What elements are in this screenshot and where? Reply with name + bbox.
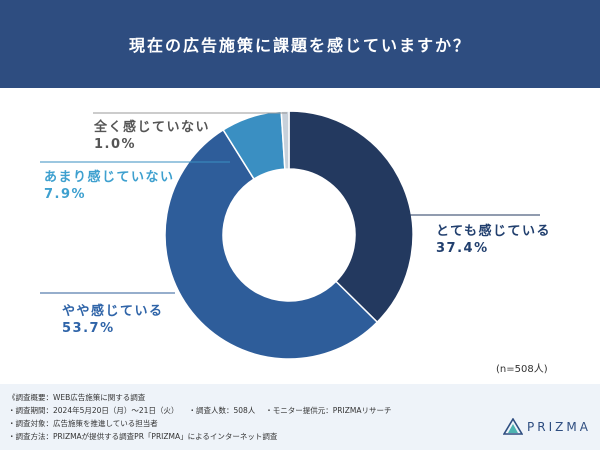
label-strongly-feel-text: とても感じている [436,224,551,239]
label-strongly-feel: とても感じている 37.4% [436,223,551,257]
footer-period: ・調査期間：2024年5月20日（月）〜21日（火） [8,406,179,415]
slice-not-at-all [280,110,290,170]
label-not-much-text: あまり感じていない [44,170,175,185]
label-not-at-all-text: 全く感じていない [94,120,211,135]
label-not-at-all: 全く感じていない 1.0% [94,119,210,153]
prizma-logo: PRIZMA [503,418,591,435]
footer-method: ・調査方法：PRIZMAが提供する調査PR「PRIZMA」によるインターネット調… [8,432,278,441]
prizma-logo-icon [503,418,523,435]
label-somewhat-feel-text: やや感じている [62,304,164,319]
label-not-much-value: 7.9% [44,187,87,202]
sample-size-note: (n=508人) [496,364,548,375]
label-strongly-feel-value: 37.4% [436,241,489,256]
label-not-much: あまり感じていない 7.9% [44,169,175,203]
slice-strongly-feel [288,110,414,324]
label-not-at-all-value: 1.0% [94,137,137,152]
footer-respondents: ・調査人数：508人 [188,406,256,415]
footer-provider: ・モニター提供元：PRIZMAリサーチ [265,406,392,415]
slice-somewhat-feel [164,128,379,360]
header-banner: 現在の広告施策に課題を感じていますか？ [0,0,600,88]
footer-overview: 《調査概要：WEB広告施策に関する調査 [8,393,146,402]
label-somewhat-feel-value: 53.7% [62,321,115,336]
label-somewhat-feel: やや感じている 53.7% [62,303,164,337]
prizma-logo-text: PRIZMA [527,419,591,434]
survey-footer: 《調査概要：WEB広告施策に関する調査 ・調査期間：2024年5月20日（月）〜… [0,384,600,450]
chart-title: 現在の広告施策に課題を感じていますか？ [128,36,471,55]
footer-target: ・調査対象：広告施策を推進している担当者 [8,419,158,428]
